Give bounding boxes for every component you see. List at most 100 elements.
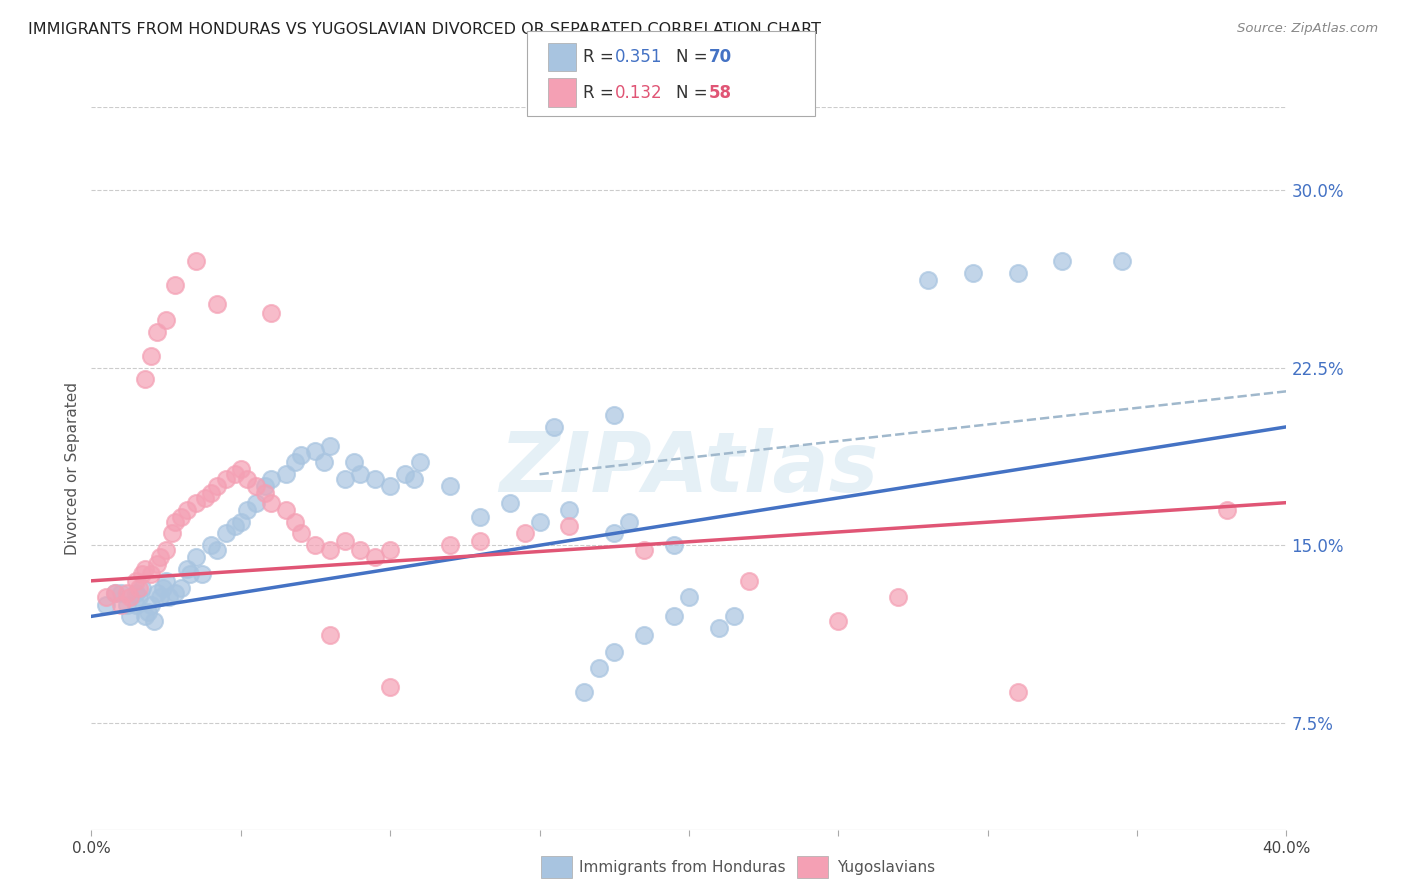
- Point: [558, 502, 581, 516]
- Point: [128, 581, 150, 595]
- Point: [115, 585, 138, 599]
- Point: [191, 566, 214, 581]
- Text: 58: 58: [709, 84, 731, 102]
- Point: [136, 605, 159, 619]
- Point: [155, 574, 177, 588]
- Point: [146, 558, 169, 572]
- Point: [319, 543, 342, 558]
- Point: [274, 467, 297, 482]
- Point: [215, 472, 238, 486]
- Text: 0.132: 0.132: [614, 84, 662, 102]
- Point: [110, 585, 132, 599]
- Point: [205, 296, 228, 310]
- Point: [215, 526, 238, 541]
- Text: Immigrants from Honduras: Immigrants from Honduras: [579, 860, 786, 874]
- Point: [115, 598, 138, 612]
- Text: N =: N =: [676, 84, 713, 102]
- Point: [184, 496, 207, 510]
- Text: R =: R =: [583, 84, 620, 102]
- Point: [160, 526, 183, 541]
- Point: [439, 479, 461, 493]
- Point: [304, 538, 326, 552]
- Point: [96, 598, 118, 612]
- Point: [678, 591, 700, 605]
- Point: [104, 585, 127, 599]
- Point: [499, 496, 522, 510]
- Point: [284, 515, 307, 529]
- Point: [149, 591, 172, 605]
- Point: [176, 562, 198, 576]
- Point: [827, 614, 849, 628]
- Point: [141, 566, 163, 581]
- Point: [224, 467, 246, 482]
- Point: [1007, 685, 1029, 699]
- Point: [319, 628, 342, 642]
- Point: [194, 491, 217, 505]
- Point: [131, 581, 153, 595]
- Point: [409, 455, 432, 469]
- Point: [146, 585, 169, 599]
- Point: [529, 515, 551, 529]
- Point: [259, 496, 281, 510]
- Point: [157, 591, 180, 605]
- Point: [603, 526, 626, 541]
- Point: [603, 645, 626, 659]
- Point: [259, 472, 281, 486]
- Point: [120, 591, 142, 605]
- Point: [343, 455, 366, 469]
- Text: R =: R =: [583, 48, 620, 66]
- Point: [104, 585, 127, 599]
- Point: [176, 502, 198, 516]
- Point: [558, 519, 581, 533]
- Point: [1052, 254, 1074, 268]
- Point: [184, 254, 207, 268]
- Point: [120, 609, 142, 624]
- Point: [290, 448, 312, 462]
- Point: [439, 538, 461, 552]
- Point: [1216, 502, 1239, 516]
- Point: [253, 479, 276, 493]
- Point: [134, 372, 156, 386]
- Point: [319, 439, 342, 453]
- Point: [404, 472, 426, 486]
- Point: [163, 515, 186, 529]
- Point: [633, 543, 655, 558]
- Point: [290, 526, 312, 541]
- Point: [134, 562, 156, 576]
- Text: N =: N =: [676, 48, 713, 66]
- Point: [163, 277, 186, 292]
- Point: [380, 681, 402, 695]
- Point: [962, 266, 984, 280]
- Point: [1111, 254, 1133, 268]
- Text: Source: ZipAtlas.com: Source: ZipAtlas.com: [1237, 22, 1378, 36]
- Point: [155, 313, 177, 327]
- Point: [155, 543, 177, 558]
- Point: [229, 515, 252, 529]
- Point: [245, 496, 267, 510]
- Point: [284, 455, 307, 469]
- Point: [205, 543, 228, 558]
- Point: [235, 472, 259, 486]
- Point: [887, 591, 910, 605]
- Point: [737, 574, 759, 588]
- Point: [96, 591, 118, 605]
- Point: [543, 420, 565, 434]
- Text: 0.351: 0.351: [614, 48, 662, 66]
- Point: [205, 479, 228, 493]
- Point: [468, 533, 491, 548]
- Point: [184, 550, 207, 565]
- Point: [723, 609, 745, 624]
- Point: [179, 566, 201, 581]
- Text: IMMIGRANTS FROM HONDURAS VS YUGOSLAVIAN DIVORCED OR SEPARATED CORRELATION CHART: IMMIGRANTS FROM HONDURAS VS YUGOSLAVIAN …: [28, 22, 821, 37]
- Point: [170, 509, 193, 524]
- Point: [349, 467, 371, 482]
- Point: [131, 566, 153, 581]
- Point: [134, 609, 156, 624]
- Point: [468, 509, 491, 524]
- Point: [200, 486, 222, 500]
- Point: [349, 543, 371, 558]
- Point: [335, 472, 357, 486]
- Point: [513, 526, 536, 541]
- Point: [633, 628, 655, 642]
- Point: [364, 472, 387, 486]
